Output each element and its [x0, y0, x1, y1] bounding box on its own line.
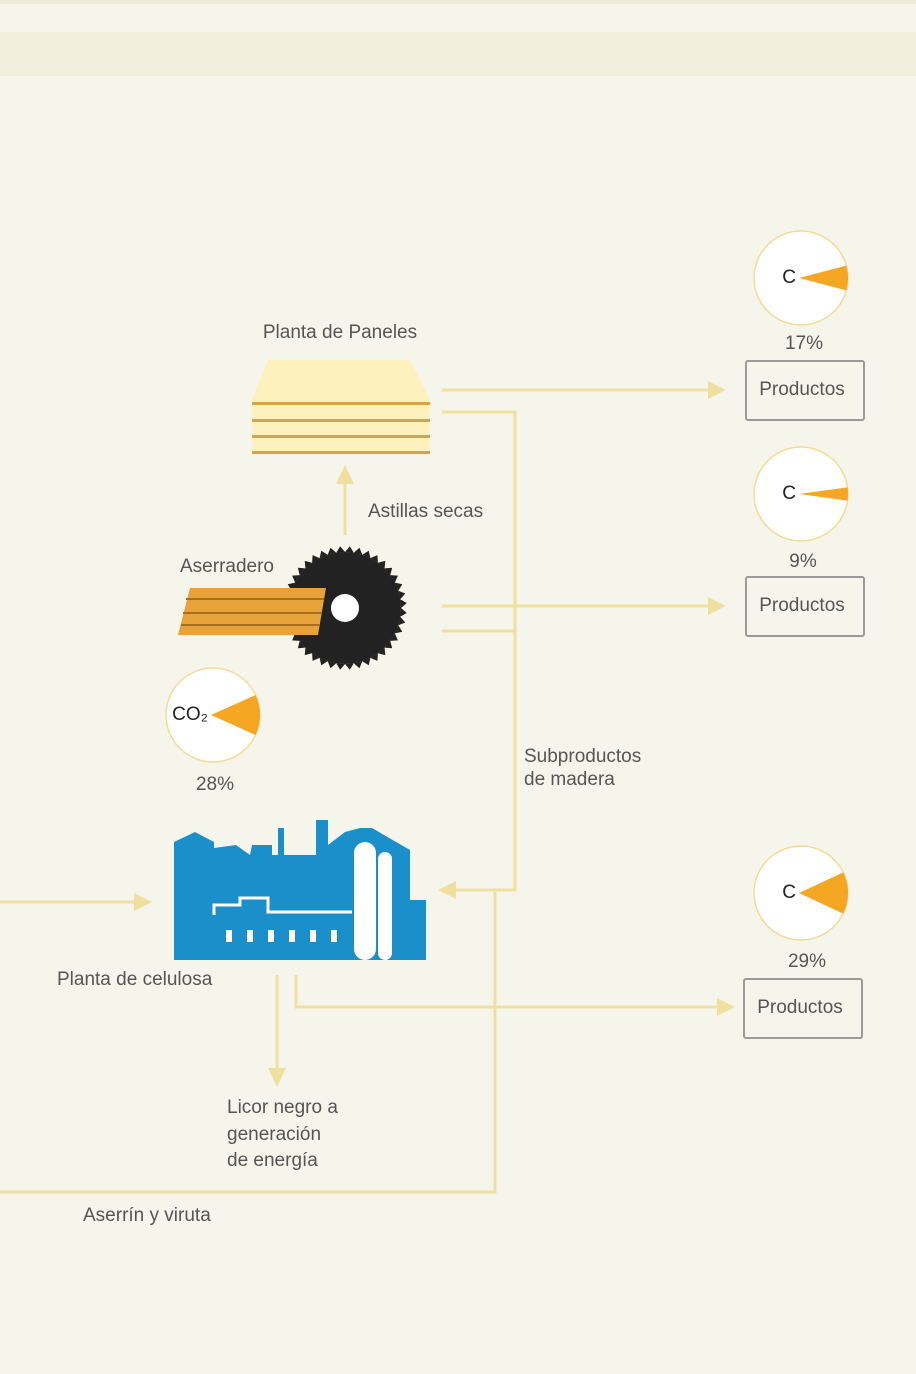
pulp-mill-icon — [174, 820, 426, 960]
product-box — [745, 576, 865, 637]
flows — [0, 381, 735, 1194]
panel-plant-icon — [252, 360, 430, 454]
dry-chips-label: Astillas secas — [368, 501, 483, 522]
gauge-wedge — [799, 265, 848, 291]
pulp-mill-label: Planta de celulosa — [57, 969, 213, 990]
panel-plant-label: Planta de Paneles — [263, 322, 417, 343]
product-label: Productos — [757, 997, 843, 1018]
sawmill-label: Aserradero — [180, 556, 274, 577]
gauge-symbol: CO₂ — [172, 704, 208, 725]
header-band — [0, 32, 916, 76]
sawmill-icon — [178, 546, 407, 670]
gauge-symbol: C — [782, 483, 796, 504]
sawdust-label: Aserrín y viruta — [83, 1205, 211, 1226]
byproducts-label: de madera — [524, 769, 615, 790]
product-label: Productos — [759, 379, 845, 400]
gauge-symbol: C — [782, 267, 796, 288]
gauge-wedge — [211, 694, 260, 736]
product-box — [743, 978, 863, 1039]
gauge-percent: 9% — [789, 551, 817, 572]
black-liquor-label: de energía — [227, 1150, 318, 1171]
gauge-wedge — [799, 487, 849, 501]
gauge-percent: 28% — [196, 774, 234, 795]
product-label: Productos — [759, 595, 845, 616]
gauge-wedge — [799, 872, 848, 914]
product-box — [745, 360, 865, 421]
black-liquor-label: Licor negro a — [227, 1097, 338, 1118]
black-liquor-label: generación — [227, 1124, 321, 1145]
byproducts-label: Subproductos — [524, 746, 641, 767]
top-strip — [0, 0, 916, 4]
gauge-percent: 29% — [788, 951, 826, 972]
gauge-symbol: C — [782, 882, 796, 903]
gauge-percent: 17% — [785, 333, 823, 354]
